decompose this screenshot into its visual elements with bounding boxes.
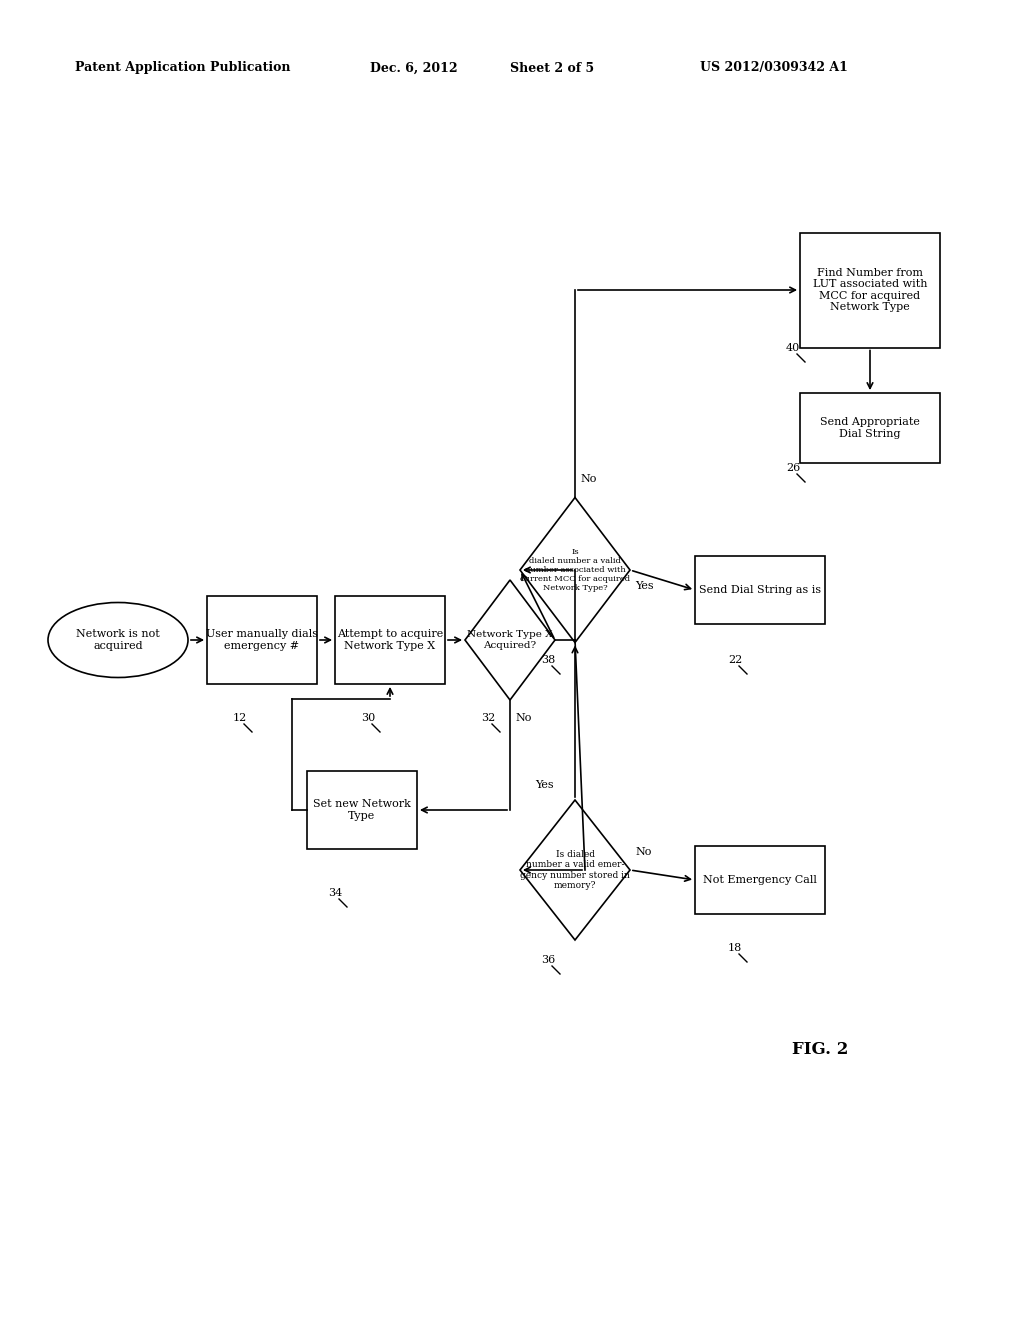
Text: Network is not
acquired: Network is not acquired — [76, 630, 160, 651]
Text: Attempt to acquire
Network Type X: Attempt to acquire Network Type X — [337, 630, 443, 651]
Text: Not Emergency Call: Not Emergency Call — [703, 875, 817, 884]
Text: Yes: Yes — [535, 780, 554, 789]
Text: US 2012/0309342 A1: US 2012/0309342 A1 — [700, 62, 848, 74]
Text: No: No — [580, 474, 596, 484]
Bar — [335, 597, 445, 684]
Text: FIG. 2: FIG. 2 — [792, 1041, 848, 1059]
Text: No: No — [635, 847, 651, 857]
Bar — [800, 393, 940, 463]
Polygon shape — [520, 498, 630, 643]
Text: Yes: Yes — [635, 581, 653, 591]
Text: Network Type X
Acquired?: Network Type X Acquired? — [467, 630, 553, 649]
Text: No: No — [515, 713, 531, 723]
Text: Send Dial String as is: Send Dial String as is — [699, 585, 821, 595]
Text: Is
dialed number a valid
number associated with
current MCC for acquired
Network: Is dialed number a valid number associat… — [520, 548, 630, 593]
Text: 38: 38 — [541, 655, 555, 665]
Text: 26: 26 — [785, 463, 800, 473]
Text: 40: 40 — [785, 343, 800, 352]
Text: 22: 22 — [728, 655, 742, 665]
Text: 34: 34 — [328, 888, 342, 898]
Text: 32: 32 — [481, 713, 496, 723]
Text: 30: 30 — [360, 713, 375, 723]
Polygon shape — [465, 579, 555, 700]
Text: Dec. 6, 2012: Dec. 6, 2012 — [370, 62, 458, 74]
Text: 12: 12 — [232, 713, 247, 723]
Bar — [695, 846, 825, 913]
Bar — [207, 597, 317, 684]
Text: Send Appropriate
Dial String: Send Appropriate Dial String — [820, 417, 920, 438]
Text: Find Number from
LUT associated with
MCC for acquired
Network Type: Find Number from LUT associated with MCC… — [813, 268, 928, 313]
Text: 36: 36 — [541, 954, 555, 965]
Bar — [800, 232, 940, 347]
Text: 18: 18 — [728, 942, 742, 953]
Text: User manually dials
emergency #: User manually dials emergency # — [206, 630, 318, 651]
Bar — [695, 556, 825, 624]
Bar — [307, 771, 417, 849]
Text: Sheet 2 of 5: Sheet 2 of 5 — [510, 62, 594, 74]
Ellipse shape — [48, 602, 188, 677]
Polygon shape — [520, 800, 630, 940]
Text: Is dialed
number a valid emer-
gency number stored in
memory?: Is dialed number a valid emer- gency num… — [520, 850, 630, 890]
Text: Set new Network
Type: Set new Network Type — [313, 799, 411, 821]
Text: Patent Application Publication: Patent Application Publication — [75, 62, 291, 74]
